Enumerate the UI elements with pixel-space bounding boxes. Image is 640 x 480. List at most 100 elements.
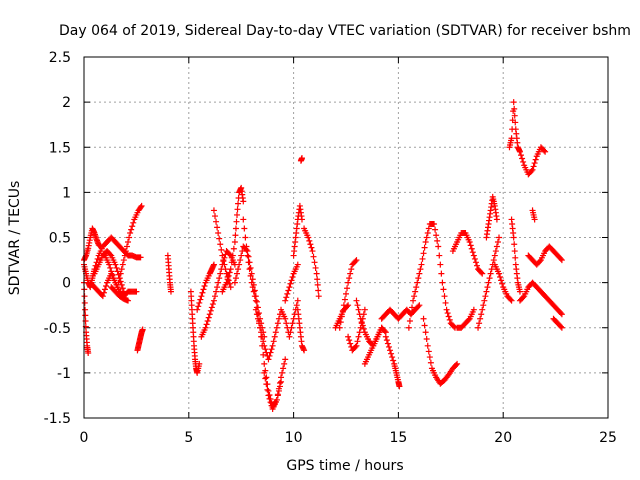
data-point [413,284,420,291]
data-point [99,293,106,300]
data-point [82,306,89,313]
data-point [205,314,212,321]
data-point [381,328,388,335]
data-point [253,311,260,318]
data-series-track-23 [301,225,322,300]
data-point [263,374,270,381]
data-point [490,257,497,264]
data-point [236,261,243,268]
data-point [512,254,519,261]
data-point [230,245,237,252]
data-point [340,302,347,309]
data-point [384,340,391,347]
data-point [511,248,518,255]
data-point [301,347,308,354]
data-point [358,319,365,326]
data-point [240,198,247,205]
data-point [109,271,116,278]
data-point [253,298,260,305]
data-point [491,252,498,259]
data-point [262,346,269,353]
data-point [423,234,430,241]
data-point [214,224,221,231]
data-point [268,346,275,353]
data-point [282,297,289,304]
data-point [138,202,145,209]
data-point [202,324,209,331]
data-point [516,288,523,295]
data-point [197,296,204,303]
data-point [508,297,515,304]
data-point [415,275,422,282]
data-point [518,152,525,159]
data-point [388,350,395,357]
data-point [232,275,239,282]
data-point [474,262,480,269]
data-point [446,316,453,323]
data-point [120,257,127,264]
data-point [285,287,292,294]
data-point [558,311,565,318]
data-point [220,257,227,264]
data-point [353,342,360,349]
data-point [542,148,549,155]
data-point [130,219,137,226]
data-point [209,301,216,308]
data-point [195,303,202,310]
data-point [81,293,88,300]
data-point [244,248,251,255]
y-tick-label: 2.5 [49,50,71,66]
data-point [520,158,527,165]
data-point [234,270,241,277]
data-point [252,306,259,313]
data-point [557,255,564,262]
data-point [125,297,132,304]
data-point [217,241,224,248]
data-point [265,356,272,363]
data-point [288,277,295,284]
data-point [257,324,264,331]
data-point [411,293,418,300]
data-point [511,241,518,248]
data-point [492,248,499,255]
data-point [414,279,421,286]
data-point [422,239,429,246]
data-point [306,237,313,244]
data-point [436,252,443,259]
data-points [81,99,565,412]
data-point [216,235,223,242]
data-point [308,244,315,251]
data-point [101,286,108,293]
data-point [232,225,239,232]
data-series-track-10 [187,288,203,376]
y-tick-label: -0.5 [44,321,71,337]
data-point [199,289,206,296]
data-point [214,284,221,291]
data-point [516,148,523,155]
data-point [107,251,114,258]
x-tick-label: 10 [285,430,303,446]
data-point [337,319,344,326]
data-point [281,360,288,367]
data-point [282,356,289,363]
data-point [133,288,140,295]
data-point [355,333,362,340]
data-point [286,284,293,291]
data-point [213,288,220,295]
data-point [100,289,107,296]
data-point [488,266,495,273]
data-point [266,395,273,402]
data-point [420,250,427,257]
data-point [508,135,515,142]
data-point [418,261,425,268]
x-tick-label: 15 [389,430,407,446]
data-point [287,280,294,287]
plot-frame [83,56,609,419]
data-point [478,311,485,318]
data-series-track-33 [449,229,486,277]
data-point [210,261,217,268]
data-point [288,324,295,331]
data-point [267,349,274,356]
data-point [347,340,354,347]
data-point [361,306,368,313]
